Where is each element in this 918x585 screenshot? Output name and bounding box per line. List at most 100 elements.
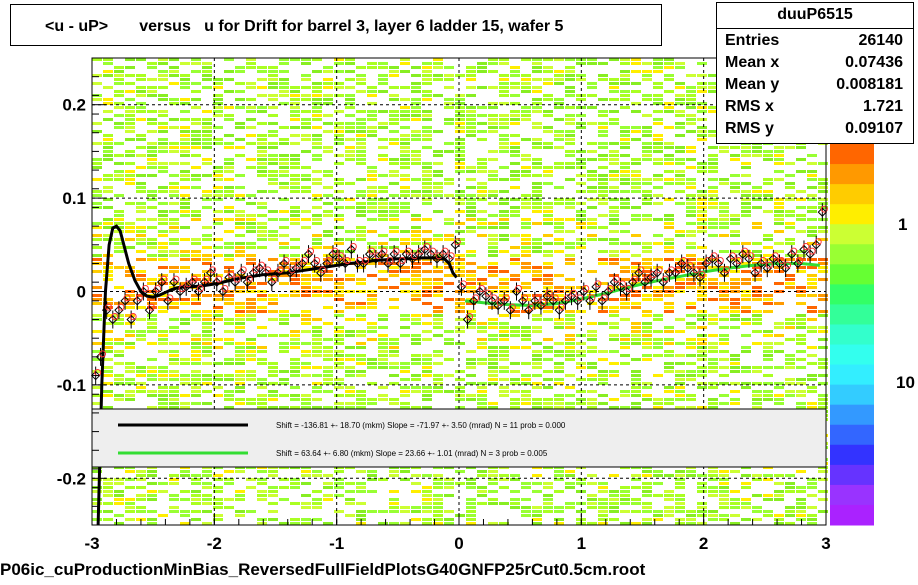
heatmap-cell [169, 82, 179, 85]
heatmap-cell [334, 126, 344, 129]
heatmap-cell [631, 110, 641, 113]
heatmap-cell [708, 470, 718, 473]
profile-left-marker [187, 277, 198, 287]
heatmap-cell [730, 506, 740, 509]
heatmap-cell [642, 98, 652, 101]
heatmap-cell [257, 234, 267, 237]
heatmap-cell [257, 66, 267, 69]
heatmap-cell [378, 82, 388, 85]
heatmap-cell [169, 342, 179, 345]
heatmap-cell [246, 282, 256, 285]
heatmap-cell [367, 126, 377, 129]
profile-right-marker [756, 258, 766, 269]
heatmap-cell [224, 390, 234, 393]
heatmap-cell [455, 166, 465, 169]
heatmap-cell [356, 142, 366, 145]
heatmap-cell [114, 266, 124, 269]
heatmap-cell [367, 210, 377, 213]
heatmap-cell [642, 398, 652, 401]
heatmap-cell [367, 366, 377, 369]
heatmap-cell [774, 518, 784, 521]
heatmap-cell [213, 246, 223, 249]
heatmap-cell [92, 178, 102, 181]
heatmap-cell [466, 198, 476, 201]
heatmap-cell [169, 482, 179, 485]
heatmap-cell [422, 170, 432, 173]
heatmap-cell [191, 258, 201, 261]
heatmap-cell [158, 86, 168, 89]
heatmap-cell [543, 350, 553, 353]
profile-left-marker [352, 258, 363, 269]
heatmap-cell [312, 334, 322, 337]
heatmap-cell [609, 78, 619, 81]
heatmap-cell [103, 382, 113, 385]
heatmap-cell [125, 370, 135, 373]
heatmap-cell [103, 390, 113, 393]
heatmap-cell [345, 98, 355, 101]
heatmap-cell [565, 406, 575, 409]
heatmap-cell [334, 142, 344, 145]
profile-right-marker [621, 286, 632, 297]
heatmap-cell [631, 306, 641, 309]
heatmap-cell [532, 238, 542, 241]
heatmap-cell [532, 510, 542, 513]
heatmap-cell [675, 62, 685, 65]
heatmap-cell [708, 334, 718, 337]
heatmap-cell [653, 346, 663, 349]
heatmap-cell [752, 310, 762, 313]
heatmap-cell [422, 110, 432, 113]
heatmap-cell [279, 498, 289, 501]
profile-right-marker [780, 263, 791, 273]
stats-row: Mean x 0.07436 [717, 51, 913, 73]
heatmap-cell [411, 162, 421, 165]
heatmap-cell [675, 482, 685, 485]
heatmap-cell [818, 298, 828, 301]
heatmap-cell [356, 390, 366, 393]
heatmap-cell [312, 330, 322, 333]
profile-right-marker [462, 314, 473, 325]
heatmap-cell [279, 342, 289, 345]
heatmap-cell [378, 318, 388, 321]
heatmap-cell [620, 266, 630, 269]
heatmap-cell [796, 350, 806, 353]
colorbar-cell [830, 264, 874, 285]
profile-left-marker [248, 268, 259, 278]
heatmap-cell [499, 190, 509, 193]
heatmap-cell [785, 358, 795, 361]
heatmap-cell [576, 126, 586, 129]
heatmap-cell [334, 338, 344, 341]
heatmap-cell [246, 106, 256, 109]
heatmap-cell [609, 158, 619, 161]
heatmap-cell [631, 382, 641, 385]
heatmap-cell [565, 342, 575, 345]
heatmap-cell [136, 102, 146, 105]
heatmap-cell [125, 178, 135, 181]
heatmap-cell [774, 474, 784, 477]
heatmap-cell [433, 174, 443, 177]
heatmap-cell [400, 142, 410, 145]
colorbar-cell [830, 184, 874, 205]
heatmap-cell [763, 342, 773, 345]
heatmap-cell [598, 174, 608, 177]
profile-right-marker [468, 296, 479, 306]
heatmap-cell [92, 142, 102, 145]
heatmap-cell [543, 170, 553, 173]
heatmap-cell [466, 218, 476, 221]
heatmap-cell [257, 110, 267, 113]
heatmap-cell [92, 238, 102, 241]
heatmap-cell [147, 162, 157, 165]
heatmap-cell [147, 110, 157, 113]
heatmap-cell [686, 130, 696, 133]
heatmap-cell [818, 202, 828, 205]
heatmap-cell [279, 242, 289, 245]
profile-right-marker [585, 296, 595, 306]
heatmap-cell [554, 510, 564, 513]
heatmap-cell [499, 126, 509, 129]
heatmap-cell [565, 262, 575, 265]
heatmap-cell [444, 298, 454, 301]
heatmap-cell [422, 178, 432, 181]
heatmap-cell [323, 306, 333, 309]
heatmap-cell [367, 242, 377, 245]
heatmap-cell [730, 326, 740, 329]
heatmap-cell [202, 278, 212, 281]
